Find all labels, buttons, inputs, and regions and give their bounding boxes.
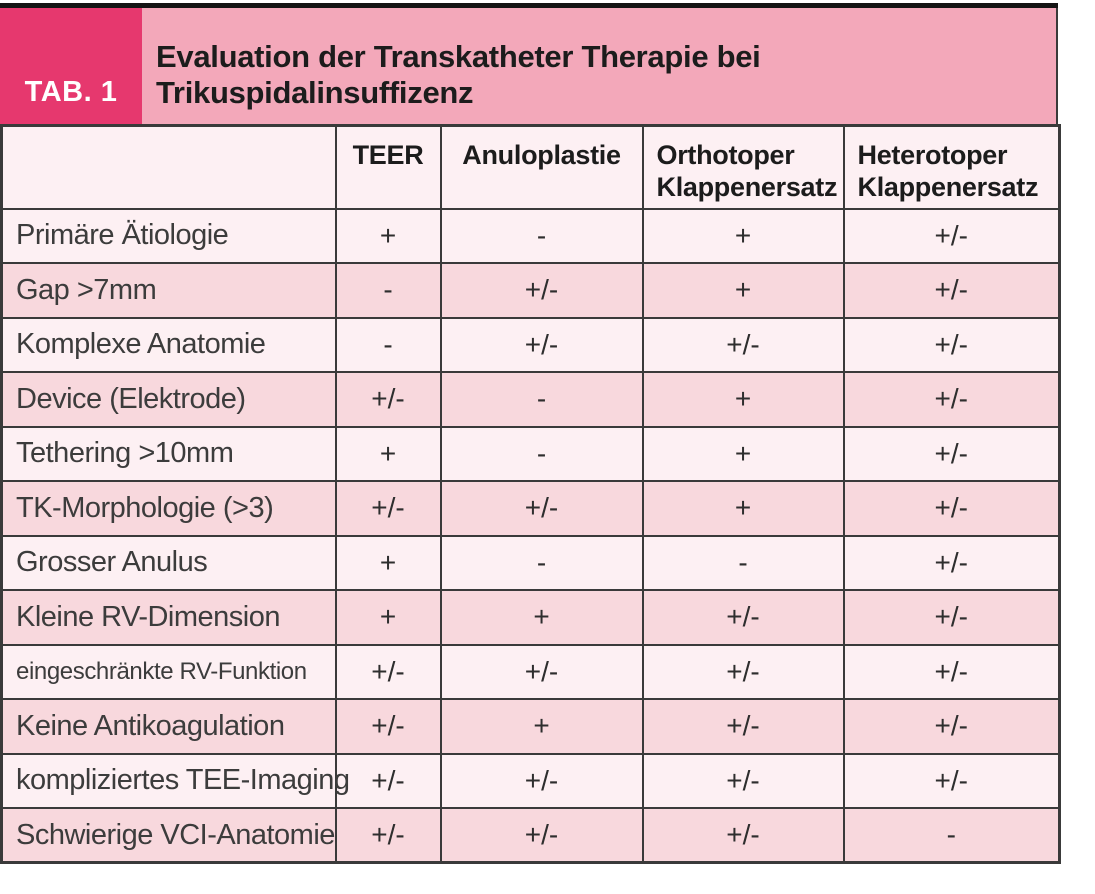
table-cell: +/- bbox=[842, 207, 1061, 264]
row-label: Kleine RV-Dimension bbox=[0, 589, 337, 646]
table-cell: +/- bbox=[842, 534, 1061, 591]
table-cell: +/- bbox=[641, 698, 845, 755]
table-cell: +/- bbox=[439, 316, 644, 373]
table-cell: +/- bbox=[842, 425, 1061, 482]
table-cell: + bbox=[334, 207, 442, 264]
table-cell: +/- bbox=[842, 262, 1061, 319]
table-cell: + bbox=[641, 262, 845, 319]
table-row: Grosser Anulus + - - +/- bbox=[0, 534, 1061, 591]
table-cell: +/- bbox=[334, 807, 442, 864]
table-cell: + bbox=[334, 589, 442, 646]
table-cell: +/- bbox=[439, 262, 644, 319]
table-cell: +/- bbox=[641, 643, 845, 700]
column-header: TEER bbox=[334, 124, 442, 210]
column-header: Heterotoper Klappenersatz bbox=[842, 124, 1061, 210]
table-row: Schwierige VCI-Anatomie +/- +/- +/- - bbox=[0, 807, 1061, 864]
table-cell: +/- bbox=[842, 589, 1061, 646]
table-cell: + bbox=[641, 480, 845, 537]
table-head: TEER Anuloplastie Orthotoper Klappenersatz… bbox=[0, 124, 1061, 210]
table-row: TK-Morphologie (>3) +/- +/- + +/- bbox=[0, 480, 1061, 537]
top-accent-bar bbox=[0, 3, 1058, 8]
table-cell: + bbox=[439, 589, 644, 646]
evaluation-table: TEER Anuloplastie Orthotoper Klappenersatz… bbox=[0, 124, 1061, 864]
table-cell: +/- bbox=[842, 752, 1061, 809]
row-label: Keine Antikoagulation bbox=[0, 698, 337, 755]
table-cell: +/- bbox=[842, 698, 1061, 755]
table-cell: + bbox=[334, 534, 442, 591]
row-label: Device (Elektrode) bbox=[0, 371, 337, 428]
column-header: Orthotoper Klappenersatz bbox=[641, 124, 845, 210]
row-label: kompliziertes TEE-Imaging bbox=[0, 752, 350, 809]
table-cell: +/- bbox=[334, 371, 442, 428]
row-label: Schwierige VCI-Anatomie bbox=[0, 807, 337, 864]
table-cell: - bbox=[641, 534, 845, 591]
table-cell: +/- bbox=[641, 316, 845, 373]
row-label: eingeschränkte RV-Funktion bbox=[0, 643, 337, 700]
table-cell: +/- bbox=[641, 589, 845, 646]
table-cell: +/- bbox=[842, 643, 1061, 700]
table-row: Device (Elektrode) +/- - + +/- bbox=[0, 371, 1061, 428]
table-row: Gap >7mm - +/- + +/- bbox=[0, 262, 1061, 319]
table-header-band: TAB. 1 Evaluation der Transkatheter Ther… bbox=[0, 8, 1058, 124]
table-cell: +/- bbox=[842, 480, 1061, 537]
table-cell: - bbox=[842, 807, 1061, 864]
table-number-badge: TAB. 1 bbox=[0, 8, 142, 124]
table-title: Evaluation der Transkatheter Therapie be… bbox=[156, 39, 761, 110]
table-row: Kleine RV-Dimension + + +/- +/- bbox=[0, 589, 1061, 646]
table-cell: - bbox=[334, 316, 442, 373]
table-cell: +/- bbox=[439, 807, 644, 864]
table-cell: - bbox=[439, 534, 644, 591]
row-label: Primäre Ätiologie bbox=[0, 207, 337, 264]
table-cell: - bbox=[439, 425, 644, 482]
row-label: Tethering >10mm bbox=[0, 425, 337, 482]
table-cell: + bbox=[334, 425, 442, 482]
table-cell: +/- bbox=[334, 480, 442, 537]
table-cell: - bbox=[439, 207, 644, 264]
table-cell: + bbox=[641, 425, 845, 482]
table-cell: +/- bbox=[334, 643, 442, 700]
table-cell: - bbox=[334, 262, 442, 319]
column-header: Anuloplastie bbox=[439, 124, 644, 210]
table-cell: +/- bbox=[439, 480, 644, 537]
row-label: TK-Morphologie (>3) bbox=[0, 480, 337, 537]
table-cell: +/- bbox=[641, 807, 845, 864]
header-row: TEER Anuloplastie Orthotoper Klappenersatz… bbox=[0, 124, 1061, 210]
table-row: Tethering >10mm + - + +/- bbox=[0, 425, 1061, 482]
table-title-band: Evaluation der Transkatheter Therapie be… bbox=[142, 8, 1058, 124]
table-row: Primäre Ätiologie + - + +/- bbox=[0, 207, 1061, 264]
corner-header-cell bbox=[0, 124, 337, 210]
table-cell: +/- bbox=[842, 316, 1061, 373]
row-label: Gap >7mm bbox=[0, 262, 337, 319]
table-cell: + bbox=[641, 371, 845, 428]
table-row: Keine Antikoagulation +/- + +/- +/- bbox=[0, 698, 1061, 755]
table-cell: +/- bbox=[439, 752, 644, 809]
table-cell: + bbox=[439, 698, 644, 755]
table-row: kompliziertes TEE-Imaging +/- +/- +/- +/- bbox=[0, 752, 1061, 809]
table-cell: +/- bbox=[641, 752, 845, 809]
table-cell: - bbox=[439, 371, 644, 428]
table-cell: +/- bbox=[334, 752, 442, 809]
row-label: Komplexe Anatomie bbox=[0, 316, 337, 373]
table-row: Komplexe Anatomie - +/- +/- +/- bbox=[0, 316, 1061, 373]
table-body: Primäre Ätiologie + - + +/- Gap >7mm - +/- + +/- K… bbox=[0, 207, 1061, 864]
table-cell: + bbox=[641, 207, 845, 264]
table-row: eingeschränkte RV-Funktion +/- +/- +/- +/- bbox=[0, 643, 1061, 700]
row-label: Grosser Anulus bbox=[0, 534, 337, 591]
table-number-label: TAB. 1 bbox=[24, 76, 118, 108]
table-cell: +/- bbox=[842, 371, 1061, 428]
table-cell: +/- bbox=[334, 698, 442, 755]
table-cell: +/- bbox=[439, 643, 644, 700]
